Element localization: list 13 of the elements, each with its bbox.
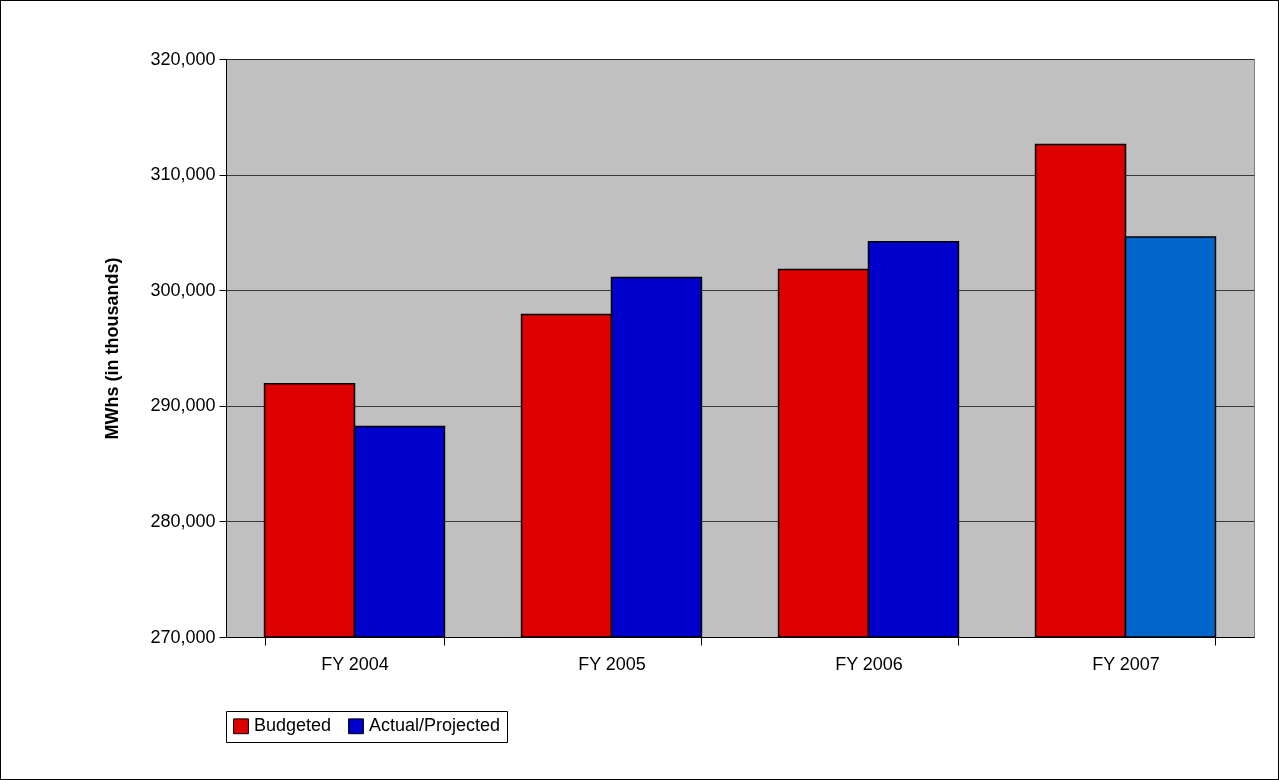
x-tick-label: FY 2006 (835, 653, 903, 674)
y-tick-label: 270,000 (150, 626, 216, 647)
legend-label: Actual/Projected (369, 715, 501, 736)
x-tick-label: FY 2005 (578, 653, 646, 674)
y-tick-label: 320,000 (150, 48, 216, 69)
y-tick-label: 310,000 (150, 164, 216, 185)
y-tick-label: 280,000 (150, 510, 216, 531)
x-tick-label: FY 2007 (1092, 653, 1160, 674)
legend-label: Budgeted (254, 715, 332, 736)
x-tick-label: FY 2004 (321, 653, 389, 674)
y-axis-title: MWhs (in thousands) (102, 257, 123, 440)
y-tick-label: 290,000 (150, 395, 216, 416)
y-tick-label: 300,000 (150, 279, 216, 300)
